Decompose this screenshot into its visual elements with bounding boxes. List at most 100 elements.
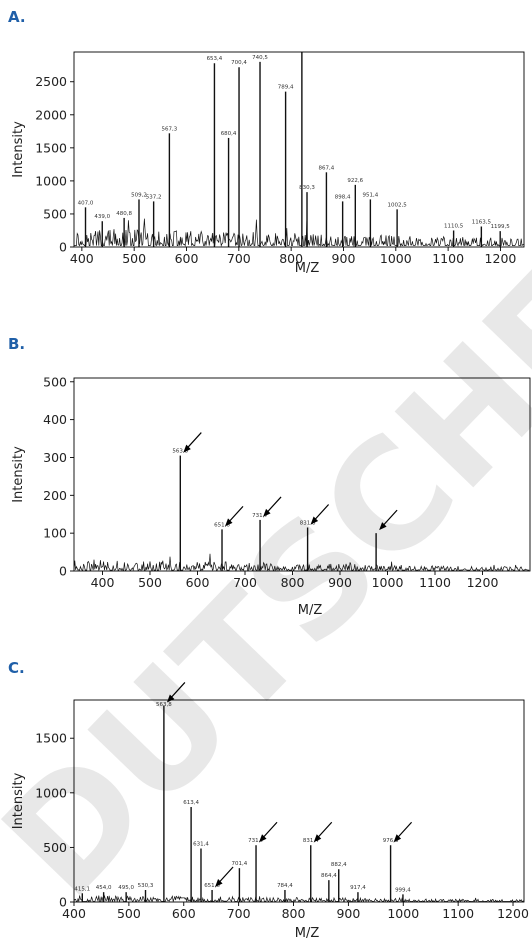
peak-arrow (263, 496, 282, 517)
x-tick-label: 1200 (467, 575, 499, 590)
peak-label: 731,7 (248, 838, 264, 844)
plot-frame (73, 51, 525, 248)
peak-label: 784,4 (277, 883, 293, 889)
peak-label: 407,0 (78, 200, 94, 206)
y-tick-label: 100 (43, 526, 67, 541)
peak-label: 651,6 (214, 522, 230, 528)
y-axis-title: Intensity (11, 772, 26, 829)
peak-label: 439,0 (94, 214, 110, 220)
peak-arrow (310, 504, 330, 525)
peak-arrow (166, 682, 186, 703)
x-tick-label: 1100 (432, 251, 464, 266)
peak-label: 653,4 (207, 56, 223, 62)
panel-letter: C. (8, 659, 25, 677)
x-tick-label: 500 (138, 575, 162, 590)
y-tick-label: 300 (43, 450, 67, 465)
peak-label: 567,3 (162, 126, 178, 132)
y-axis-title: Intensity (11, 446, 26, 503)
peak-label: 731,7 (252, 513, 268, 519)
y-tick-label: 500 (43, 840, 67, 855)
x-tick-label: 800 (281, 575, 305, 590)
spectrum-panel: B. 563,8 651,6 731,7 831,8 400 500 600 700 800 900… (8, 335, 531, 618)
peak-label: 530,3 (138, 883, 154, 889)
x-tick-label: 700 (227, 251, 251, 266)
peak-arrow (313, 821, 333, 843)
x-tick-label: 900 (336, 906, 360, 921)
noise-trace (74, 553, 530, 571)
panel-letter: A. (8, 8, 26, 26)
y-tick-label: 2000 (35, 107, 67, 122)
y-axis-title: Intensity (11, 121, 26, 178)
y-tick-label: 1500 (35, 731, 67, 746)
x-tick-label: 900 (328, 575, 352, 590)
panel-letter: B. (8, 335, 25, 353)
y-tick-label: 1000 (35, 173, 67, 188)
x-tick-label: 700 (227, 906, 251, 921)
peak-label: 613,4 (183, 800, 199, 806)
peak-arrow (379, 509, 398, 531)
x-tick-label: 400 (62, 906, 86, 921)
x-tick-label: 1000 (387, 906, 419, 921)
x-tick-label: 400 (91, 575, 115, 590)
y-tick-label: 400 (43, 412, 67, 427)
peak-label: 1199,5 (491, 224, 511, 230)
watermark: DUTSCHER (0, 154, 532, 930)
peak-label: 789,4 (278, 85, 294, 91)
plot-frame (73, 699, 525, 903)
peak-label: 480,8 (116, 211, 132, 217)
y-tick-label: 2500 (35, 74, 67, 89)
peak-label: 700,4 (231, 60, 247, 66)
peak-label: 830,3 (299, 185, 315, 191)
peak-label: 454,0 (96, 885, 112, 891)
y-tick-label: 0 (59, 240, 67, 255)
x-axis-title: M/Z (295, 926, 320, 940)
x-tick-label: 500 (122, 251, 146, 266)
peak-label: 951,4 (362, 192, 378, 198)
x-tick-label: 600 (186, 575, 210, 590)
x-tick-label: 500 (117, 906, 141, 921)
peak-label: 1002,5 (387, 202, 407, 208)
peak-label: 1110,5 (444, 223, 464, 229)
y-tick-label: 1000 (35, 785, 67, 800)
x-tick-label: 400 (70, 251, 94, 266)
peak-label: 922,6 (347, 178, 363, 184)
y-tick-label: 500 (43, 374, 67, 389)
peak-label: 898,4 (335, 194, 351, 200)
x-tick-label: 600 (175, 251, 199, 266)
peak-label: 882,4 (331, 862, 347, 868)
peak-label: 1163,5 (472, 220, 492, 226)
x-tick-label: 1200 (485, 251, 517, 266)
peak-label: 509,2 (131, 192, 147, 198)
peak-arrow (183, 432, 202, 453)
x-tick-label: 900 (332, 251, 356, 266)
x-tick-label: 1100 (419, 575, 451, 590)
x-tick-label: 1000 (372, 575, 404, 590)
y-tick-label: 0 (59, 564, 67, 579)
peak-label: 976,9 (383, 838, 399, 844)
peak-label: 999,4 (395, 887, 411, 893)
x-tick-label: 1200 (497, 906, 529, 921)
peak-label: 867,4 (319, 165, 335, 171)
y-tick-label: 1500 (35, 140, 67, 155)
peak-label: 701,4 (232, 861, 248, 867)
peak-label: 563,8 (172, 449, 188, 455)
y-tick-label: 200 (43, 488, 67, 503)
x-tick-label: 700 (233, 575, 257, 590)
noise-trace (74, 894, 524, 902)
x-tick-label: 800 (279, 251, 303, 266)
peak-arrow (393, 821, 413, 843)
x-axis-title: M/Z (295, 261, 320, 276)
noise-trace (74, 218, 524, 247)
peak-label: 740,5 (252, 55, 268, 61)
x-axis-title: M/Z (298, 603, 323, 618)
peak-label: 831,4 (303, 838, 319, 844)
peak-label: 680,4 (221, 131, 237, 137)
x-tick-label: 600 (172, 906, 196, 921)
peak-label: 495,0 (118, 885, 134, 891)
peak-label: 917,4 (350, 885, 366, 891)
peak-arrow (215, 866, 234, 887)
x-tick-label: 800 (282, 906, 306, 921)
x-tick-label: 1100 (442, 906, 474, 921)
